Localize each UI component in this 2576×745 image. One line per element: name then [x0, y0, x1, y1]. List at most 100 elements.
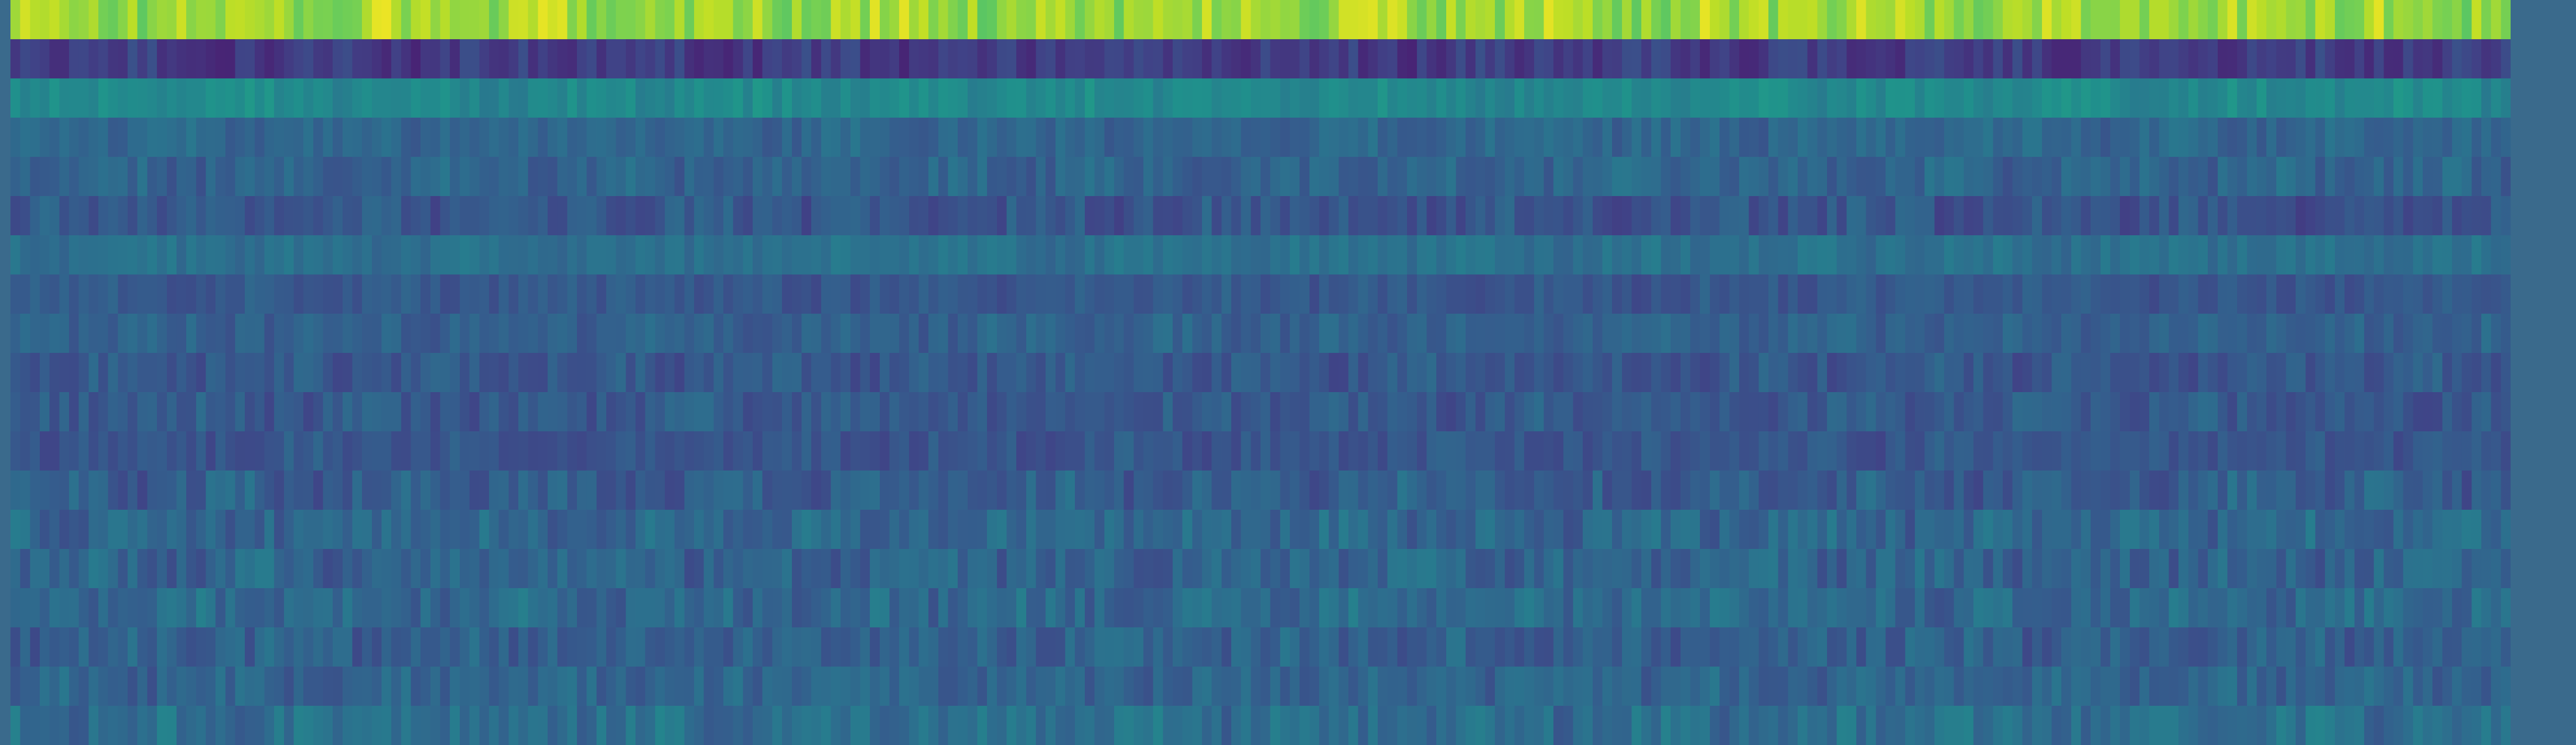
heatmap-cell: [371, 471, 382, 510]
heatmap-cell: [636, 314, 646, 353]
heatmap-cell: [49, 588, 60, 628]
heatmap-cell: [69, 510, 80, 549]
heatmap-cell: [166, 549, 177, 589]
heatmap-cell: [665, 627, 675, 667]
heatmap-cell: [1153, 39, 1163, 79]
heatmap-cell: [860, 627, 870, 667]
heatmap-cell: [362, 39, 372, 79]
heatmap-cell: [1114, 314, 1125, 353]
heatmap-cell: [1426, 431, 1437, 471]
heatmap-cell: [1133, 118, 1144, 157]
heatmap-cell: [841, 392, 851, 432]
heatmap-cell: [1201, 118, 1212, 157]
heatmap-cell: [2208, 510, 2218, 549]
heatmap-cell: [723, 157, 734, 197]
heatmap-cell: [2061, 0, 2072, 40]
heatmap-cell: [1153, 588, 1163, 628]
heatmap-cell: [889, 314, 900, 353]
heatmap-cell: [1446, 118, 1457, 157]
heatmap-cell: [1895, 196, 1905, 236]
heatmap-cell: [2061, 706, 2072, 745]
heatmap-cell: [1915, 627, 1925, 667]
heatmap-cell: [655, 0, 665, 40]
heatmap-cell: [1807, 157, 1818, 197]
heatmap-cell: [1485, 588, 1495, 628]
heatmap-cell: [1788, 157, 1798, 197]
heatmap-cell: [1778, 667, 1788, 706]
heatmap-cell: [1993, 235, 2003, 275]
heatmap-cell: [1475, 314, 1486, 353]
heatmap-cell: [1661, 471, 1671, 510]
heatmap-cell: [59, 235, 70, 275]
heatmap-cell: [98, 627, 109, 667]
heatmap-cell: [616, 706, 626, 745]
heatmap-cell: [225, 588, 236, 628]
heatmap-cell: [1836, 196, 1847, 236]
heatmap-cell: [1378, 39, 1388, 79]
heatmap-cell: [1241, 0, 1251, 40]
heatmap-cell: [303, 392, 314, 432]
heatmap-cell: [1495, 471, 1505, 510]
heatmap-cell: [899, 0, 910, 40]
heatmap-cell: [1700, 471, 1710, 510]
heatmap-cell: [2364, 0, 2375, 40]
heatmap-cell: [1182, 471, 1193, 510]
heatmap-cell: [2198, 235, 2208, 275]
heatmap-cell: [128, 549, 138, 589]
heatmap-cell: [2491, 314, 2501, 353]
heatmap-cell: [313, 510, 324, 549]
heatmap-cell: [1866, 706, 1876, 745]
heatmap-cell: [10, 706, 21, 745]
heatmap-cell: [909, 118, 920, 157]
heatmap-cell: [1504, 667, 1515, 706]
heatmap-cell: [1964, 0, 1974, 40]
heatmap-cell: [2286, 314, 2296, 353]
heatmap-cell: [2286, 471, 2296, 510]
heatmap-cell: [1807, 588, 1818, 628]
heatmap-cell: [1700, 314, 1710, 353]
heatmap-cell: [753, 510, 763, 549]
heatmap-cell: [352, 196, 362, 236]
heatmap-cell: [235, 431, 245, 471]
heatmap-cell: [206, 274, 216, 314]
heatmap-cell: [137, 510, 147, 549]
heatmap-cell: [128, 39, 138, 79]
heatmap-cell: [2208, 431, 2218, 471]
heatmap-cell: [1192, 118, 1202, 157]
heatmap-cell: [1631, 118, 1642, 157]
heatmap-cell: [860, 353, 870, 393]
heatmap-cell: [1290, 39, 1300, 79]
heatmap-cell: [586, 706, 597, 745]
heatmap-row-5: [10, 196, 2511, 236]
heatmap-cell: [2091, 118, 2101, 157]
heatmap-cell: [206, 706, 216, 745]
heatmap-cell: [528, 39, 538, 79]
heatmap-cell: [1016, 471, 1027, 510]
heatmap-cell: [1905, 0, 1915, 40]
heatmap-cell: [1905, 392, 1915, 432]
heatmap-cell: [2120, 235, 2130, 275]
heatmap-cell: [1954, 431, 1964, 471]
heatmap-cell: [1241, 667, 1251, 706]
heatmap-cell: [342, 353, 353, 393]
heatmap-cell: [254, 314, 265, 353]
heatmap-cell: [1563, 353, 1574, 393]
heatmap-cell: [1778, 627, 1788, 667]
heatmap-cell: [1788, 549, 1798, 589]
heatmap-cell: [1153, 471, 1163, 510]
heatmap-cell: [381, 471, 392, 510]
heatmap-cell: [1856, 667, 1867, 706]
heatmap-cell: [2334, 471, 2345, 510]
heatmap-cell: [333, 78, 343, 118]
heatmap-cell: [1621, 588, 1632, 628]
heatmap-cell: [166, 431, 177, 471]
heatmap-cell: [1924, 431, 1935, 471]
heatmap-cell: [948, 667, 958, 706]
heatmap-cell: [2188, 118, 2199, 157]
heatmap-row-9: [10, 353, 2511, 393]
heatmap-cell: [987, 39, 997, 79]
heatmap-cell: [1973, 667, 1984, 706]
heatmap-cell: [879, 627, 890, 667]
heatmap-cell: [2041, 0, 2052, 40]
heatmap-cell: [2246, 39, 2257, 79]
